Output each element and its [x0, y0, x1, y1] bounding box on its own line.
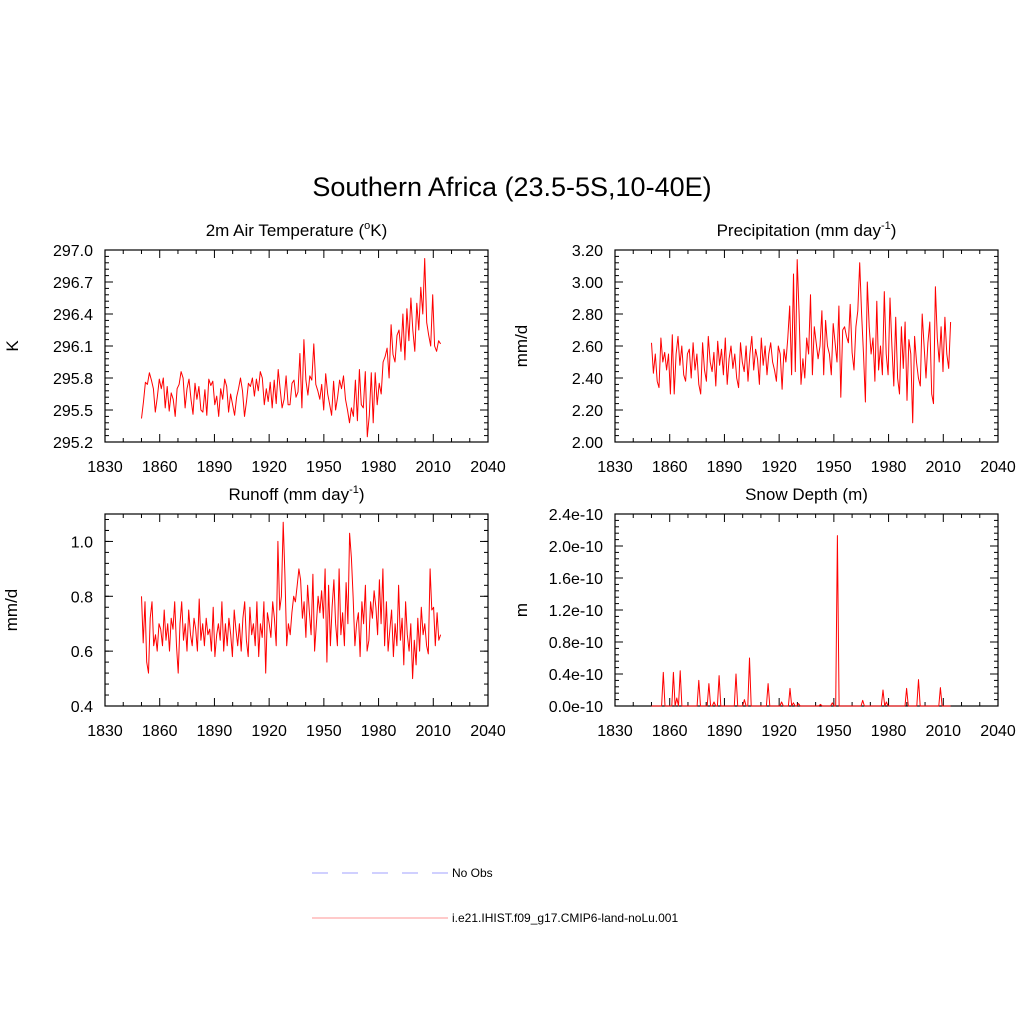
x-tick-label: 1890: [197, 723, 233, 740]
x-tick-label: 2040: [470, 459, 506, 476]
y-tick-label: 0.8: [71, 589, 93, 606]
y-tick-label: 296.7: [53, 275, 93, 292]
main-title: Southern Africa (23.5-5S,10-40E): [312, 172, 711, 202]
y-tick-label: 295.8: [53, 371, 93, 388]
series-line-precipitation: [651, 259, 952, 424]
y-tick-label: 2.00: [572, 435, 603, 452]
y-tick-label: 3.00: [572, 275, 603, 292]
x-tick-label: 1860: [142, 723, 178, 740]
legend: No Obs i.e21.IHIST.f09_g17.CMIP6-land-no…: [312, 866, 678, 925]
x-tick-label: 1920: [761, 459, 797, 476]
x-tick-label: 1980: [871, 723, 907, 740]
y-tick-label: 296.4: [53, 307, 93, 324]
x-tick-label: 1890: [707, 459, 743, 476]
x-tick-label: 1950: [306, 459, 342, 476]
x-tick-label: 2010: [925, 723, 961, 740]
x-tick-label: 1980: [361, 459, 397, 476]
x-tick-label: 1920: [251, 459, 287, 476]
x-tick-label: 1980: [871, 459, 907, 476]
y-tick-label: 0.8e-10: [549, 635, 603, 652]
panel-title: Precipitation (mm day-1): [717, 220, 897, 240]
y-axis-label: mm/d: [512, 325, 531, 368]
legend-obs-label: No Obs: [452, 866, 493, 880]
y-tick-label: 1.2e-10: [549, 603, 603, 620]
y-tick-label: 2.4e-10: [549, 507, 603, 524]
y-tick-label: 2.20: [572, 403, 603, 420]
x-tick-label: 1830: [87, 459, 123, 476]
y-tick-label: 2.60: [572, 339, 603, 356]
plot-frame: [614, 513, 999, 707]
x-tick-label: 2040: [980, 459, 1016, 476]
series-line-runoff: [141, 521, 442, 680]
x-tick-label: 2010: [415, 723, 451, 740]
panel-title: 2m Air Temperature (oK): [206, 220, 388, 240]
y-tick-label: 0.6: [71, 644, 93, 661]
panel-snow-depth: Snow Depth (m) m 1830 1860 1890 1920 1950 1980 2…: [512, 485, 1016, 740]
x-tick-label: 1830: [597, 723, 633, 740]
y-tick-label: 297.0: [53, 243, 93, 260]
y-tick-label: 295.5: [53, 403, 93, 420]
panel-temperature: 2m Air Temperature (oK) K 1830 1860 1890 1920…: [3, 220, 506, 476]
x-tick-label: 1890: [707, 723, 743, 740]
y-tick-label: 1.0: [71, 534, 93, 551]
y-axis-label: K: [3, 340, 22, 352]
y-tick-label: 295.2: [53, 435, 93, 452]
x-tick-label: 1950: [306, 723, 342, 740]
y-tick-label: 0.4: [71, 699, 93, 716]
x-tick-label: 2040: [470, 723, 506, 740]
x-tick-label: 1860: [652, 723, 688, 740]
y-tick-label: 2.0e-10: [549, 539, 603, 556]
plot-frame: [104, 513, 489, 707]
x-tick-label: 2040: [980, 723, 1016, 740]
panel-runoff: Runoff (mm day-1) mm/d 1830 1860 1890 1920 195…: [2, 484, 506, 740]
panel-title: Snow Depth (m): [745, 485, 868, 504]
series-line-temperature: [141, 258, 442, 438]
x-tick-label: 1830: [597, 459, 633, 476]
panel-precipitation: Precipitation (mm day-1) mm/d 1830 1860 1890…: [512, 220, 1016, 476]
x-tick-label: 1950: [816, 459, 852, 476]
x-tick-label: 1890: [197, 459, 233, 476]
x-tick-label: 2010: [925, 459, 961, 476]
y-tick-label: 3.20: [572, 243, 603, 260]
legend-model-label: i.e21.IHIST.f09_g17.CMIP6-land-noLu.001: [452, 911, 678, 925]
y-tick-label: 296.1: [53, 339, 93, 356]
y-tick-label: 2.40: [572, 371, 603, 388]
y-tick-label: 2.80: [572, 307, 603, 324]
x-tick-label: 1830: [87, 723, 123, 740]
x-tick-label: 2010: [415, 459, 451, 476]
x-tick-label: 1920: [251, 723, 287, 740]
y-tick-label: 1.6e-10: [549, 571, 603, 588]
x-tick-label: 1920: [761, 723, 797, 740]
y-axis-label: m: [512, 603, 531, 617]
x-tick-label: 1950: [816, 723, 852, 740]
x-tick-label: 1980: [361, 723, 397, 740]
panels: 2m Air Temperature (oK) K 1830 1860 1890 1920…: [2, 220, 1016, 740]
y-tick-label: 0.0e-10: [549, 699, 603, 716]
panel-title: Runoff (mm day-1): [228, 484, 364, 504]
y-tick-label: 0.4e-10: [549, 667, 603, 684]
y-axis-label: mm/d: [2, 589, 21, 632]
series-line-snow-depth: [651, 535, 951, 707]
x-tick-label: 1860: [142, 459, 178, 476]
x-tick-label: 1860: [652, 459, 688, 476]
